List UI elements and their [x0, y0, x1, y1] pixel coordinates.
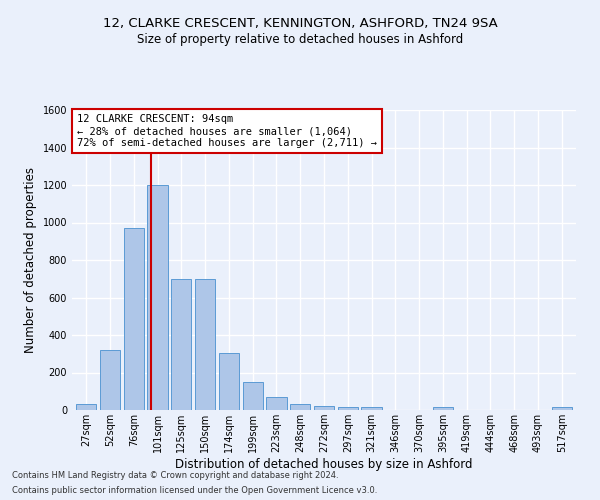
Text: Size of property relative to detached houses in Ashford: Size of property relative to detached ho…: [137, 32, 463, 46]
X-axis label: Distribution of detached houses by size in Ashford: Distribution of detached houses by size …: [175, 458, 473, 471]
Text: 12 CLARKE CRESCENT: 94sqm
← 28% of detached houses are smaller (1,064)
72% of se: 12 CLARKE CRESCENT: 94sqm ← 28% of detac…: [77, 114, 377, 148]
Text: 12, CLARKE CRESCENT, KENNINGTON, ASHFORD, TN24 9SA: 12, CLARKE CRESCENT, KENNINGTON, ASHFORD…: [103, 18, 497, 30]
Bar: [551, 407, 572, 410]
Text: Contains public sector information licensed under the Open Government Licence v3: Contains public sector information licen…: [12, 486, 377, 495]
Bar: [242, 382, 263, 410]
Bar: [433, 407, 453, 410]
Bar: [290, 404, 310, 410]
Bar: [124, 228, 144, 410]
Bar: [195, 279, 215, 410]
Bar: [266, 397, 287, 410]
Y-axis label: Number of detached properties: Number of detached properties: [24, 167, 37, 353]
Bar: [338, 407, 358, 410]
Bar: [76, 404, 97, 410]
Bar: [100, 350, 120, 410]
Bar: [219, 353, 239, 410]
Bar: [314, 406, 334, 410]
Bar: [171, 279, 191, 410]
Bar: [361, 407, 382, 410]
Bar: [148, 185, 167, 410]
Text: Contains HM Land Registry data © Crown copyright and database right 2024.: Contains HM Land Registry data © Crown c…: [12, 471, 338, 480]
